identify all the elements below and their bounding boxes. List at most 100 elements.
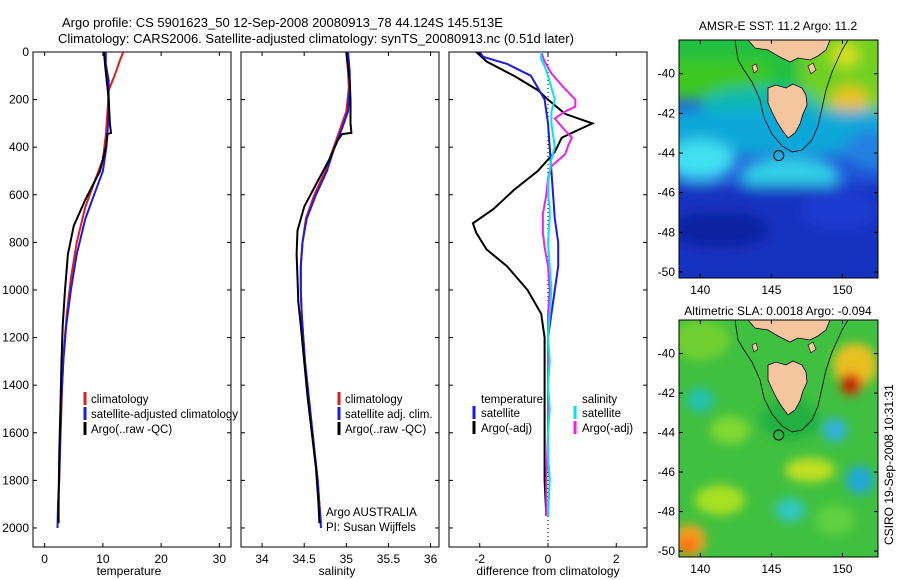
x-tick-label: 34.5 xyxy=(293,552,317,566)
y-tick-label: 0 xyxy=(22,45,29,59)
sla-map: Altimetric SLA: 0.0018 Argo: -0.094 xyxy=(658,304,879,576)
temperature-ticks: 0 10 20 30 0 200 400 600 800 1000 1200 1400 1600 1800… xyxy=(2,45,231,566)
legend-label-satellite-adjusted: satellite-adjusted climatology xyxy=(91,409,238,421)
map-x-tick-label: 140 xyxy=(690,283,710,297)
x-tick-label: -2 xyxy=(474,552,485,566)
x-tick-label: 0 xyxy=(545,552,552,566)
figure-subtitle: Climatology: CARS2006. Satellite-adjuste… xyxy=(58,31,574,46)
y-tick-label: 1400 xyxy=(2,378,29,392)
sla-map-ticks: 140 145 150 -40 -42 -44 -46 -48 -50 xyxy=(658,320,878,576)
salinity-ticks: 34 34.5 35 35.5 36 xyxy=(241,51,439,566)
legend-label-sal-argo: Argo(-adj) xyxy=(582,423,633,435)
sst-map-title: AMSR-E SST: 11.2 Argo: 11.2 xyxy=(699,19,858,33)
y-tick-label: 1200 xyxy=(2,331,29,345)
sst-map: AMSR-E SST: 11.2 Argo: 11.2 xyxy=(658,19,879,297)
sst-map-ticks: 140 145 150 -40 -42 -44 -46 -48 -50 xyxy=(658,40,878,297)
legend-label-argo: Argo(..raw -QC) xyxy=(91,424,172,436)
x-tick-label: 20 xyxy=(154,552,168,566)
figure-title: Argo profile: CS 5901623_50 12-Sep-2008 … xyxy=(62,15,503,30)
legend-label-temp-satellite: satellite xyxy=(481,408,520,420)
x-tick-label: 36 xyxy=(424,552,438,566)
argo-raw-line xyxy=(57,52,113,524)
salinity-xlabel: salinity xyxy=(319,564,356,578)
legend-heading-temperature: temperature xyxy=(481,394,543,406)
difference-xlabel: difference from climatology xyxy=(476,564,619,578)
difference-ticks: -2 0 2 xyxy=(449,51,647,566)
salinity-legend: climatology satellite adj. clim. Argo(..… xyxy=(337,392,433,436)
argo-position-marker xyxy=(773,150,785,162)
mainland-landmass xyxy=(747,320,831,343)
difference-panel: -2 0 2 difference from climatology tempera… xyxy=(448,51,648,578)
tasmania-landmass xyxy=(767,83,808,139)
y-tick-label: 1000 xyxy=(2,283,29,297)
y-tick-label: 200 xyxy=(9,93,29,107)
creation-stamp: CSIRO 19-Sep-2008 10:31:31 xyxy=(882,384,896,545)
flinders-island xyxy=(807,62,817,75)
legend-label-climatology: climatology xyxy=(91,394,149,406)
map-y-tick-label: -50 xyxy=(658,265,676,279)
temperature-axes-frame xyxy=(32,51,232,548)
temperature-legend: climatology satellite-adjusted climatolo… xyxy=(83,392,238,436)
temperature-panel: 0 10 20 30 0 200 400 600 800 1000 1200 1400 1600 1800… xyxy=(2,45,238,578)
flinders-island xyxy=(807,341,817,354)
y-tick-label: 600 xyxy=(9,188,29,202)
shelf-contour xyxy=(734,40,849,153)
argo-position-marker xyxy=(773,429,785,441)
legend-label-satellite-adjusted: satellite adj. clim. xyxy=(345,409,433,421)
principal-investigator-label: PI: Susan Wijffels xyxy=(326,522,416,534)
map-y-tick-label: -44 xyxy=(658,146,676,160)
map-y-tick-label: -46 xyxy=(658,465,676,479)
salinity-satellite-line xyxy=(540,52,556,517)
king-island xyxy=(751,63,759,74)
x-tick-label: 0 xyxy=(41,552,48,566)
map-y-tick-label: -42 xyxy=(658,106,676,120)
map-y-tick-label: -48 xyxy=(658,505,676,519)
difference-lines xyxy=(471,52,596,517)
map-x-tick-label: 150 xyxy=(832,562,852,576)
map-y-tick-label: -40 xyxy=(658,67,676,81)
legend-label-sal-satellite: satellite xyxy=(582,408,621,420)
y-tick-label: 800 xyxy=(9,235,29,249)
argo-raw-line xyxy=(295,52,353,524)
sla-field xyxy=(679,320,878,557)
map-x-tick-label: 145 xyxy=(761,562,781,576)
mainland-landmass xyxy=(747,40,831,63)
legend-label-temp-argo: Argo(-adj) xyxy=(481,423,532,435)
tasmania-landmass xyxy=(767,360,808,416)
legend-label-climatology: climatology xyxy=(345,394,403,406)
difference-legend: temperature satellite Argo(-adj) salinit… xyxy=(472,394,633,435)
sst-map-frame xyxy=(678,39,879,279)
sla-map-title: Altimetric SLA: 0.0018 Argo: -0.094 xyxy=(684,304,872,318)
temperature-lines xyxy=(56,52,125,529)
y-tick-label: 2000 xyxy=(2,521,29,535)
legend-label-argo: Argo(..raw -QC) xyxy=(345,424,426,436)
x-tick-label: 34 xyxy=(255,552,269,566)
salinity-panel: 34 34.5 35 35.5 36 salinity climatology sate… xyxy=(240,51,440,578)
temperature-xlabel: temperature xyxy=(97,564,162,578)
sla-map-frame xyxy=(678,319,879,558)
sst-field xyxy=(679,40,878,278)
salinity-axes-frame xyxy=(240,51,440,548)
legend-heading-salinity: salinity xyxy=(582,394,617,406)
map-y-tick-label: -46 xyxy=(658,186,676,200)
float-source-label: Argo AUSTRALIA xyxy=(326,507,417,519)
map-y-tick-label: -50 xyxy=(658,544,676,558)
y-tick-label: 1800 xyxy=(2,473,29,487)
shelf-contour xyxy=(734,320,849,433)
x-tick-label: 35.5 xyxy=(377,552,401,566)
map-x-tick-label: 145 xyxy=(761,283,781,297)
x-tick-label: 35 xyxy=(340,552,354,566)
y-tick-label: 1600 xyxy=(2,426,29,440)
king-island xyxy=(751,342,759,353)
temperature-argo-adj-line xyxy=(471,52,596,517)
map-x-tick-label: 140 xyxy=(690,562,710,576)
x-tick-label: 2 xyxy=(613,552,620,566)
x-tick-label: 30 xyxy=(213,552,227,566)
map-y-tick-label: -44 xyxy=(658,426,676,440)
salinity-lines xyxy=(295,52,353,529)
map-x-tick-label: 150 xyxy=(832,283,852,297)
map-y-tick-label: -48 xyxy=(658,225,676,239)
y-tick-label: 400 xyxy=(9,140,29,154)
map-y-tick-label: -40 xyxy=(658,347,676,361)
